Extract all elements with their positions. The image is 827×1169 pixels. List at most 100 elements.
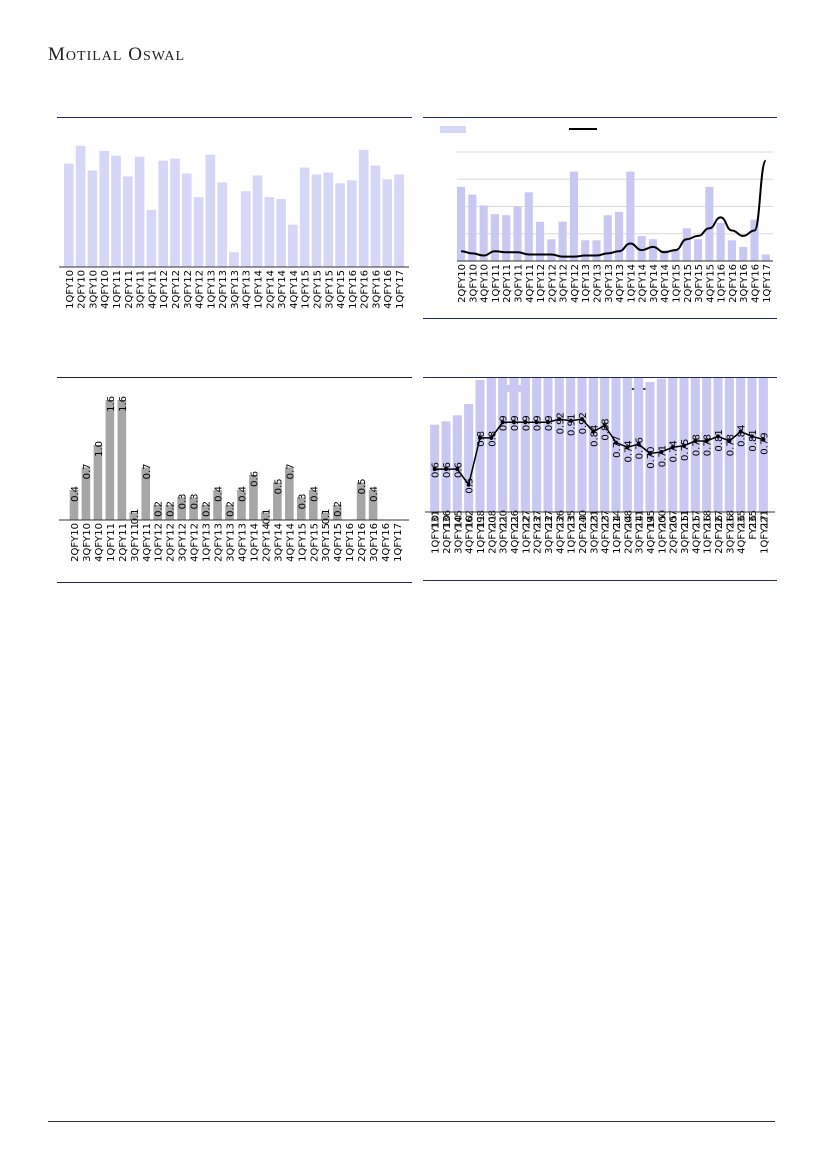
- chart3-bar: [213, 490, 222, 520]
- brand-word-1: OTILAL: [65, 49, 123, 64]
- chart2-x-tick-label: 3QFY13: [604, 264, 615, 303]
- chart4-bar: [622, 378, 632, 512]
- chart2-bar: [648, 239, 657, 261]
- chart4-bar: [464, 404, 474, 512]
- chart4-line-label: 0.74: [623, 440, 634, 462]
- chart4-line-point: [636, 442, 641, 447]
- chart3-data-label: 0.1: [261, 509, 272, 525]
- chart4-line-point: [659, 449, 664, 454]
- chart4-x-tick-label: FY16: [748, 515, 759, 540]
- chart4-x-tick-label: 3QFY12: [544, 515, 555, 554]
- chart2-x-tick-label: 2QFY12: [547, 264, 558, 303]
- chart3-x-tick-label: 4QFY15: [333, 523, 344, 562]
- brand-initial-1: M: [48, 44, 66, 65]
- chart4-bar: [486, 378, 496, 512]
- chart4-bar: [611, 378, 621, 512]
- chart4-bar-label: 218: [725, 510, 736, 529]
- brand-initial-2: O: [128, 44, 143, 65]
- chart2-x-tick-label: 3QFY14: [649, 264, 660, 303]
- chart3-bar-chart: 0.4 2QFY10 0.7 3QFY10 1.0 4QFY10 1.6 1QFY11 1.6 2…: [59, 396, 409, 562]
- chart3-bar: [153, 505, 163, 520]
- chart1-bar: [394, 174, 404, 267]
- chart4-bar: [532, 378, 542, 512]
- chart4-bar: [577, 378, 587, 512]
- chart3-x-tick-label: 2QFY14: [261, 523, 272, 562]
- chart4-bar: [724, 378, 734, 512]
- chart2-x-tick-label: 4QFY15: [705, 264, 716, 303]
- chart2-bar: [524, 192, 533, 261]
- chart4-line-label: 0.92: [555, 412, 566, 434]
- chart2-bar: [581, 240, 590, 261]
- chart3-x-tick-label: 1QFY13: [202, 523, 213, 562]
- chart2-x-tick-label: 4QFY11: [525, 264, 536, 303]
- chart2-bar: [513, 206, 522, 261]
- chart4-bar-label: 227: [521, 510, 532, 529]
- chart3-x-tick-label: 3QFY13: [226, 523, 237, 562]
- chart3-data-label: 0.2: [226, 501, 237, 517]
- chart4-bar: [554, 378, 564, 512]
- chart4-x-tick-label: 4QFY12: [555, 515, 566, 554]
- chart1-top-rule: [57, 117, 412, 118]
- chart3-bar: [81, 467, 91, 520]
- chart3-data-label: 0.3: [178, 494, 189, 510]
- chart1-bar: [382, 179, 393, 267]
- chart4-bar: [588, 378, 598, 512]
- chart1-bar: [64, 163, 74, 267]
- chart4-bar-label: 211: [680, 510, 691, 529]
- chart2-x-tick-label: 1QFY11: [491, 264, 502, 303]
- chart3-x-tick-label: 1QFY16: [345, 523, 356, 562]
- chart4-line-point: [625, 445, 630, 450]
- chart1-x-tick-label: 1QFY10: [65, 270, 76, 309]
- chart2-x-tick-label: 2QFY14: [638, 264, 649, 303]
- chart4-line-point: [557, 417, 562, 422]
- chart1-x-tick-label: 1QFY17: [395, 270, 406, 309]
- chart4-bar: [690, 378, 700, 512]
- chart1-x-tick-label: 2QFY10: [77, 270, 88, 309]
- chart1-bar: [111, 155, 121, 267]
- chart1-x-tick-label: 2QFY15: [312, 270, 323, 309]
- chart4-bar: [452, 415, 462, 512]
- chart2-bar: [468, 194, 477, 261]
- chart3-bottom-rule: [57, 582, 412, 583]
- chart3-bar: [356, 482, 366, 520]
- chart2-bar: [660, 250, 669, 261]
- chart4-bar: [498, 378, 508, 512]
- chart4-bar-label: 136: [442, 510, 453, 529]
- chart2-bar-line-chart: 2QFY10 3QFY10 4QFY10 1QFY11 2QFY11 3QFY11 4QFY…: [440, 126, 773, 303]
- chart1-x-tick-label: 1QFY11: [112, 270, 123, 309]
- chart1-x-tick-label: 1QFY12: [159, 270, 170, 309]
- chart4-line-point: [682, 443, 686, 448]
- chart4-bar-label: 145: [453, 510, 464, 529]
- chart4-line-label: 0.81: [748, 429, 759, 451]
- chart3-data-label: 0.4: [214, 486, 225, 502]
- chart4-line-point: [738, 429, 743, 434]
- chart2-x-tick-label: 4QFY10: [480, 264, 491, 303]
- chart1-bar: [99, 150, 110, 267]
- chart1-bar: [146, 209, 157, 267]
- chart4-bar-label: 227: [714, 510, 725, 529]
- chart2-bottom-rule: [423, 318, 777, 319]
- chart2-bar: [457, 186, 466, 261]
- chart1-bar: [217, 182, 227, 267]
- chart2-series-line: [461, 159, 767, 258]
- chart4-line-label: 0.74: [669, 440, 680, 462]
- chart2-top-rule: [423, 117, 777, 118]
- chart2-bar: [750, 219, 759, 261]
- chart4-line-label: 0.81: [714, 429, 725, 451]
- chart2-x-tick-label: 3QFY15: [694, 264, 705, 303]
- chart4-x-tick-label: 1QFY16: [703, 515, 714, 554]
- chart1-bar: [75, 145, 86, 267]
- chart4-x-tick-label: 3QFY14: [635, 515, 646, 554]
- chart3-x-tick-label: 1QFY15: [297, 523, 308, 562]
- chart3-bar: [201, 505, 210, 520]
- chart4-x-tick-label: 3QFY13: [589, 515, 600, 554]
- chart4-x-tick-label: 3QFY11: [499, 515, 510, 554]
- chart4-x-tick-label: 4QFY10: [465, 515, 476, 554]
- chart1-bar: [122, 176, 133, 267]
- chart4-x-tick-label: 4QFY14: [646, 515, 657, 554]
- chart4-line-label: 0.75: [680, 439, 691, 461]
- chart2-x-tick-label: 3QFY12: [559, 264, 570, 303]
- chart1-x-tick-label: 2QFY11: [124, 270, 135, 309]
- chart4-line-point: [523, 420, 528, 425]
- chart4-bar-label: 237: [533, 510, 544, 529]
